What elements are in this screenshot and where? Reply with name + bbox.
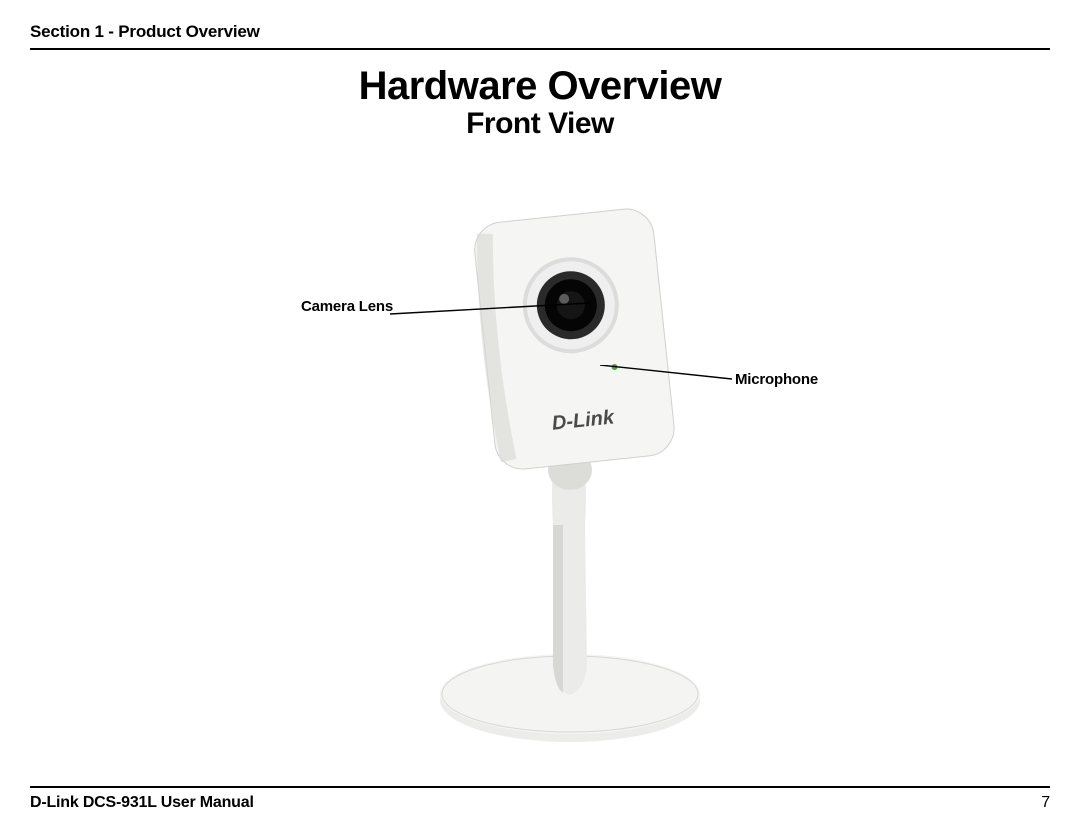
page-footer: D-Link DCS-931L User Manual 7 bbox=[30, 786, 1050, 812]
footer-page-number: 7 bbox=[1041, 794, 1050, 812]
page-subtitle: Front View bbox=[30, 107, 1050, 141]
camera-illustration: D-Link bbox=[425, 195, 715, 755]
section-header: Section 1 - Product Overview bbox=[30, 22, 1050, 50]
label-camera-lens: Camera Lens bbox=[301, 298, 393, 315]
callout-line-mic bbox=[600, 365, 732, 383]
page-title: Hardware Overview bbox=[30, 64, 1050, 109]
label-microphone: Microphone bbox=[735, 371, 818, 388]
hardware-diagram: D-Link Camera Lens Microphone bbox=[30, 155, 1050, 735]
callout-line-lens bbox=[390, 300, 590, 320]
title-block: Hardware Overview Front View bbox=[30, 64, 1050, 141]
footer-manual-title: D-Link DCS-931L User Manual bbox=[30, 794, 254, 812]
